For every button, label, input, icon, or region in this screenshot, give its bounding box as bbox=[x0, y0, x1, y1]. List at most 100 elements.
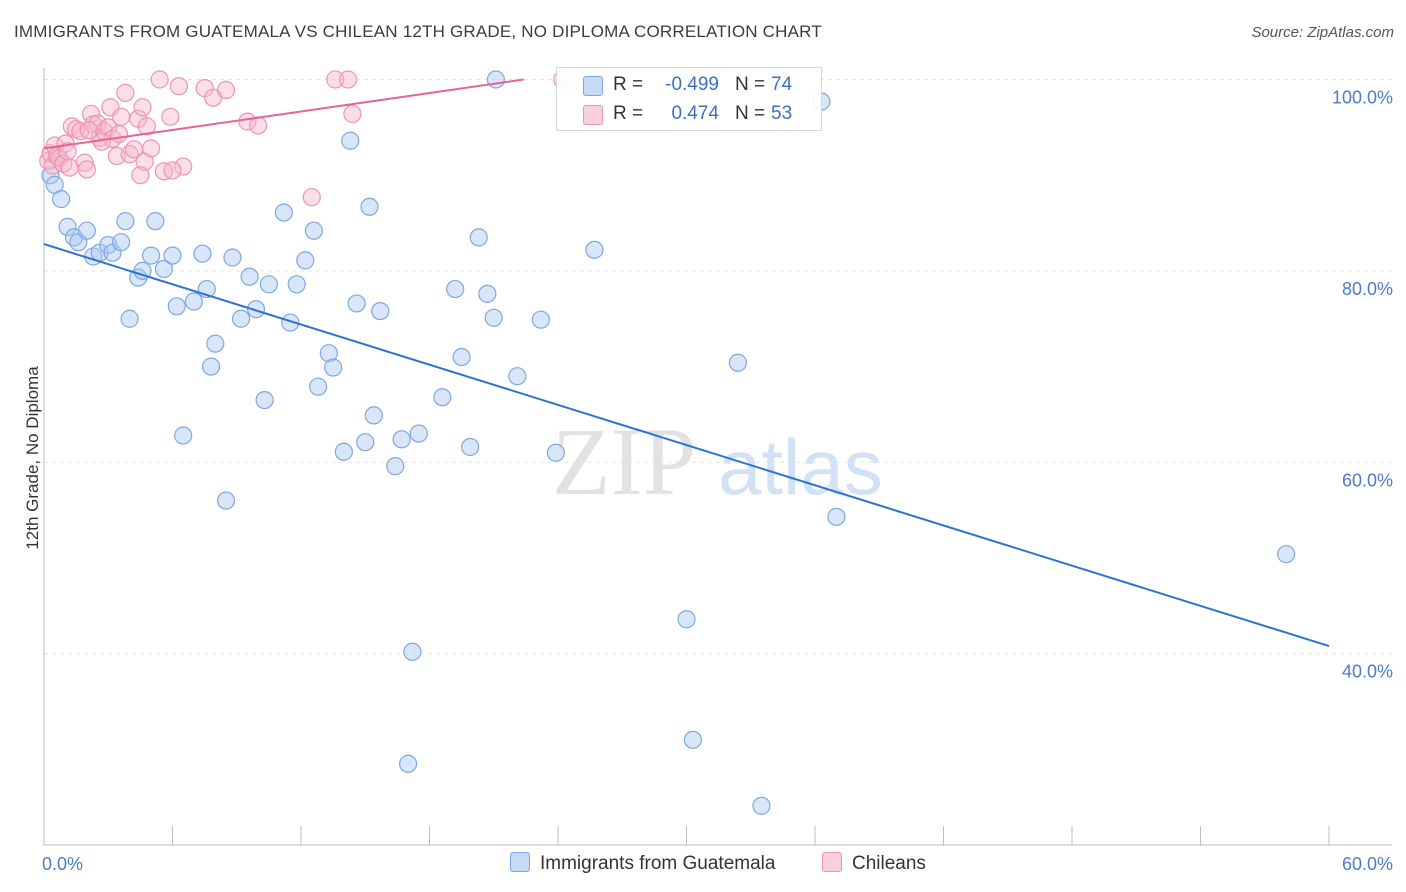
chart-title: IMMIGRANTS FROM GUATEMALA VS CHILEAN 12T… bbox=[14, 22, 822, 41]
data-point bbox=[508, 367, 527, 386]
data-point bbox=[304, 221, 323, 240]
legend-n-value: 53 bbox=[771, 103, 793, 124]
watermark-zip: ZIP bbox=[552, 408, 696, 515]
data-point bbox=[60, 158, 79, 177]
data-point bbox=[206, 334, 225, 353]
data-point bbox=[184, 292, 204, 311]
data-point bbox=[486, 70, 505, 89]
data-point bbox=[259, 275, 278, 294]
trend-line-chileans bbox=[43, 78, 524, 150]
data-point bbox=[324, 358, 343, 377]
data-point bbox=[677, 610, 696, 629]
legend-n-value: 74 bbox=[771, 74, 793, 95]
y-tick-label: 100.0% bbox=[1332, 88, 1393, 108]
data-point bbox=[163, 246, 182, 265]
watermark: ZIP atlas bbox=[552, 408, 883, 515]
legend-label-guatemala: Immigrants from Guatemala bbox=[540, 853, 776, 874]
data-point bbox=[302, 188, 321, 207]
x-tick-label: 0.0% bbox=[42, 854, 83, 874]
legend-r-label: R = bbox=[613, 103, 644, 124]
legend-r-value: -0.499 bbox=[665, 74, 719, 95]
data-point bbox=[133, 98, 152, 117]
data-point bbox=[141, 139, 161, 158]
data-point bbox=[111, 233, 131, 252]
data-point bbox=[531, 310, 550, 329]
data-point bbox=[287, 275, 306, 294]
data-point bbox=[169, 77, 189, 96]
data-point bbox=[319, 344, 338, 363]
data-point bbox=[281, 313, 300, 332]
watermark-atlas: atlas bbox=[718, 423, 883, 511]
data-point bbox=[827, 507, 846, 526]
data-point bbox=[446, 279, 465, 299]
legend-n-label: N = bbox=[735, 103, 766, 124]
data-point bbox=[409, 424, 428, 443]
data-point bbox=[238, 112, 257, 131]
x-tick-labels: 0.0% 60.0% bbox=[42, 854, 1393, 874]
legend-n-label: N = bbox=[735, 74, 766, 95]
data-point bbox=[386, 457, 405, 476]
legend-row-guatemala: R = -0.499 N = 74 bbox=[557, 70, 821, 100]
legend-r-value: 0.474 bbox=[671, 103, 719, 124]
data-point bbox=[216, 491, 236, 510]
data-point bbox=[131, 166, 150, 185]
data-point bbox=[137, 117, 156, 136]
data-point bbox=[58, 217, 77, 236]
data-point bbox=[347, 294, 366, 313]
data-point bbox=[163, 161, 182, 180]
data-point bbox=[356, 433, 375, 452]
data-point bbox=[752, 796, 771, 815]
data-point bbox=[167, 297, 186, 316]
data-point bbox=[201, 357, 221, 376]
data-point bbox=[77, 160, 96, 179]
data-point bbox=[274, 203, 293, 222]
data-point bbox=[246, 300, 266, 319]
data-point bbox=[120, 309, 139, 328]
data-point bbox=[484, 308, 503, 327]
data-point bbox=[79, 121, 99, 140]
data-point bbox=[364, 406, 383, 425]
data-point bbox=[161, 107, 180, 126]
data-point bbox=[398, 754, 418, 773]
legend-row-chileans: R = 0.474 N = 53 bbox=[557, 99, 821, 129]
data-point bbox=[296, 251, 315, 270]
bottom-legend-guatemala: Immigrants from Guatemala bbox=[510, 852, 775, 875]
data-point bbox=[469, 228, 488, 247]
data-point bbox=[343, 104, 362, 124]
data-point bbox=[216, 80, 236, 100]
legend-label-chileans: Chileans bbox=[852, 853, 926, 874]
data-point bbox=[52, 190, 71, 209]
data-point bbox=[116, 83, 135, 102]
data-point bbox=[326, 70, 345, 89]
legend-swatch-pink bbox=[822, 852, 842, 872]
data-point bbox=[77, 221, 96, 240]
y-tick-label: 40.0% bbox=[1342, 662, 1393, 682]
data-point bbox=[231, 309, 251, 328]
gridlines bbox=[44, 79, 1392, 655]
correlation-legend: R = -0.499 N = 74 R = 0.474 N = 53 bbox=[556, 67, 822, 131]
legend-swatch-pink bbox=[583, 105, 603, 125]
data-point bbox=[141, 246, 161, 265]
data-point bbox=[339, 70, 358, 89]
data-point bbox=[146, 212, 165, 231]
data-point bbox=[174, 426, 193, 445]
axes bbox=[43, 68, 1392, 846]
data-point bbox=[193, 244, 212, 263]
data-point bbox=[478, 284, 497, 303]
data-point bbox=[433, 388, 452, 407]
legend-swatch-blue bbox=[510, 852, 530, 872]
source-label: Source: ZipAtlas.com bbox=[1251, 24, 1394, 41]
data-point bbox=[334, 442, 353, 461]
y-tick-label: 60.0% bbox=[1342, 470, 1393, 490]
data-point bbox=[728, 353, 748, 372]
data-point bbox=[111, 107, 131, 126]
data-point bbox=[174, 157, 193, 176]
data-point bbox=[150, 70, 169, 89]
data-point bbox=[255, 390, 274, 410]
data-point bbox=[683, 730, 703, 749]
data-point bbox=[309, 377, 328, 396]
data-point bbox=[341, 131, 360, 150]
data-point bbox=[371, 301, 390, 321]
data-point bbox=[133, 261, 152, 280]
